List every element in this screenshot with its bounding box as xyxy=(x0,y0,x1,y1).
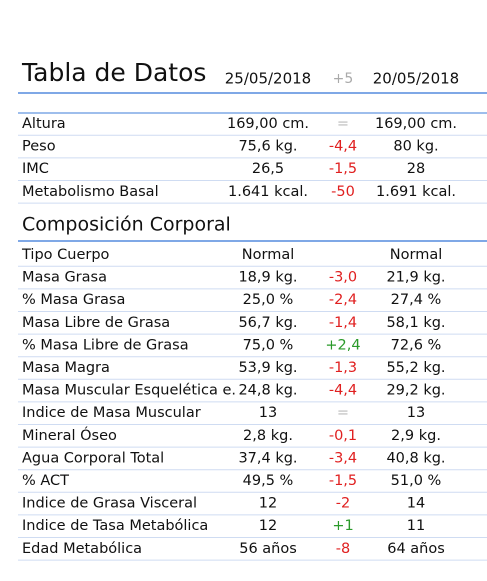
value: 21,9 kg. xyxy=(386,270,445,286)
difference: +5 xyxy=(333,71,354,87)
difference: = xyxy=(337,116,349,132)
difference: -1,4 xyxy=(329,315,357,331)
section-title: Composición Corporal xyxy=(22,214,231,236)
date: 25/05/2018 xyxy=(225,70,311,88)
difference: +1 xyxy=(332,518,353,534)
value: 12 xyxy=(259,496,277,512)
value: 1.641 kcal. xyxy=(228,184,308,200)
value: 80 kg. xyxy=(393,139,438,155)
value: 11 xyxy=(407,518,425,534)
difference: -4,4 xyxy=(329,139,357,155)
row-label: Indice de Tasa Metabólica xyxy=(22,518,208,534)
value: 49,5 % xyxy=(243,473,294,489)
value: 13 xyxy=(407,405,425,421)
difference: -3,0 xyxy=(329,270,357,286)
value: Normal xyxy=(390,247,442,263)
value: 40,8 kg. xyxy=(386,450,445,466)
value: 56,7 kg. xyxy=(238,315,297,331)
value: 2,8 kg. xyxy=(243,428,293,444)
value: 26,5 xyxy=(252,161,284,177)
row-label: Metabolismo Basal xyxy=(22,184,159,200)
difference: -1,5 xyxy=(329,473,357,489)
value: 28 xyxy=(407,161,425,177)
value: 75,0 % xyxy=(243,337,294,353)
row-label: % Masa Grasa xyxy=(22,292,125,308)
row-label: Indice de Masa Muscular xyxy=(22,405,201,421)
value: 64 años xyxy=(387,541,445,557)
difference: = xyxy=(337,405,349,421)
row-label: IMC xyxy=(22,161,49,177)
value: 27,4 % xyxy=(391,292,442,308)
value: 53,9 kg. xyxy=(238,360,297,376)
difference: -2,4 xyxy=(329,292,357,308)
value: 1.691 kcal. xyxy=(376,184,456,200)
value: 14 xyxy=(407,496,425,512)
row-label: Agua Corporal Total xyxy=(22,450,164,466)
row-label: % Masa Libre de Grasa xyxy=(22,337,189,353)
value: 55,2 kg. xyxy=(386,360,445,376)
difference: -1,5 xyxy=(329,161,357,177)
row-label: Masa Grasa xyxy=(22,270,107,286)
difference: -8 xyxy=(336,541,350,557)
difference: -3,4 xyxy=(329,450,357,466)
row-label: Masa Muscular Esquelética e. xyxy=(22,383,236,399)
row-label: Indice de Grasa Visceral xyxy=(22,496,197,512)
difference: -1,3 xyxy=(329,360,357,376)
difference: -0,1 xyxy=(329,428,357,444)
value: 51,0 % xyxy=(391,473,442,489)
value: 72,6 % xyxy=(391,337,442,353)
row-label: % ACT xyxy=(22,473,69,489)
value: 169,00 cm. xyxy=(227,116,309,132)
row-label: Altura xyxy=(22,116,66,132)
difference: -50 xyxy=(331,184,355,200)
row-label: Mineral Óseo xyxy=(22,426,117,444)
value: 24,8 kg. xyxy=(238,383,297,399)
date: 20/05/2018 xyxy=(373,70,459,88)
difference: +2,4 xyxy=(325,337,360,353)
value: Normal xyxy=(242,247,294,263)
value: 29,2 kg. xyxy=(386,383,445,399)
value: 58,1 kg. xyxy=(386,315,445,331)
row-label: Edad Metabólica xyxy=(22,541,142,557)
title: Tabla de Datos xyxy=(21,58,206,87)
value: 169,00 cm. xyxy=(375,116,457,132)
row-label: Masa Libre de Grasa xyxy=(22,315,170,331)
row-label: Peso xyxy=(22,139,56,155)
row-label: Tipo Cuerpo xyxy=(21,247,110,263)
value: 13 xyxy=(259,405,277,421)
value: 25,0 % xyxy=(243,292,294,308)
value: 75,6 kg. xyxy=(238,139,297,155)
row-label: Masa Magra xyxy=(22,360,110,376)
difference: -4,4 xyxy=(329,383,357,399)
value: 56 años xyxy=(239,541,297,557)
difference: -2 xyxy=(336,496,350,512)
value: 37,4 kg. xyxy=(238,450,297,466)
value: 2,9 kg. xyxy=(391,428,441,444)
value: 18,9 kg. xyxy=(238,270,297,286)
value: 12 xyxy=(259,518,277,534)
